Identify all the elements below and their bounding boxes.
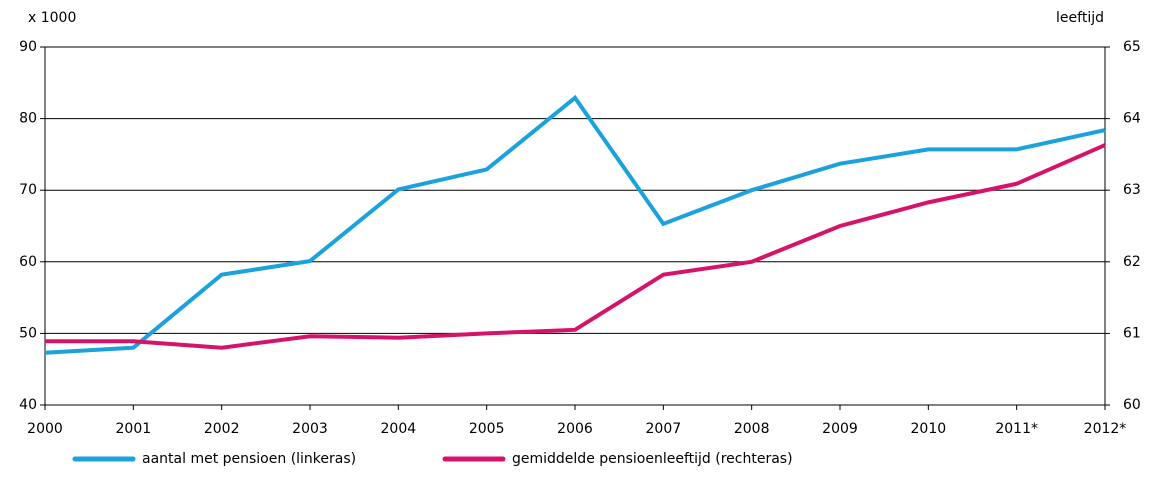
x-tick-label: 2008 — [734, 421, 770, 437]
data-line — [44, 94, 1106, 355]
y-tick-label: 50 — [19, 325, 37, 341]
x-tick-label: 2004 — [381, 421, 417, 437]
y-tick-label: 70 — [19, 182, 37, 198]
x-tick-label: 2007 — [646, 421, 682, 437]
x-tick-label: 2003 — [292, 421, 328, 437]
y2-tick-label: 64 — [1123, 111, 1141, 127]
y-tick-label: 90 — [19, 39, 37, 55]
data-line — [45, 143, 1106, 350]
y2-tick-label: 65 — [1123, 39, 1141, 55]
y2-tick-label: 62 — [1123, 254, 1141, 270]
legend-label: aantal met pensioen (linkeras) — [142, 451, 356, 467]
y-tick-label: 80 — [19, 111, 37, 127]
y-tick-label: 40 — [19, 397, 37, 413]
x-tick-label: 2000 — [27, 421, 63, 437]
y2-tick-label: 60 — [1123, 397, 1141, 413]
x-tick-label: 2005 — [469, 421, 505, 437]
x-tick-label: 2006 — [557, 421, 593, 437]
legend-label: gemiddelde pensioenleeftijd (rechteras) — [512, 451, 793, 467]
x-tick-label: 2009 — [822, 421, 858, 437]
y2-tick-label: 63 — [1123, 182, 1141, 198]
x-tick-label: 2002 — [204, 421, 240, 437]
y2-axis-label: leeftijd — [1056, 10, 1104, 26]
x-tick-label: 2012* — [1084, 421, 1127, 437]
y-axis-label: x 1000 — [28, 10, 76, 26]
x-tick-label: 2010 — [911, 421, 947, 437]
y-tick-label: 60 — [19, 254, 37, 270]
y2-tick-label: 61 — [1123, 325, 1141, 341]
x-tick-label: 2011* — [995, 421, 1038, 437]
x-tick-label: 2001 — [116, 421, 152, 437]
